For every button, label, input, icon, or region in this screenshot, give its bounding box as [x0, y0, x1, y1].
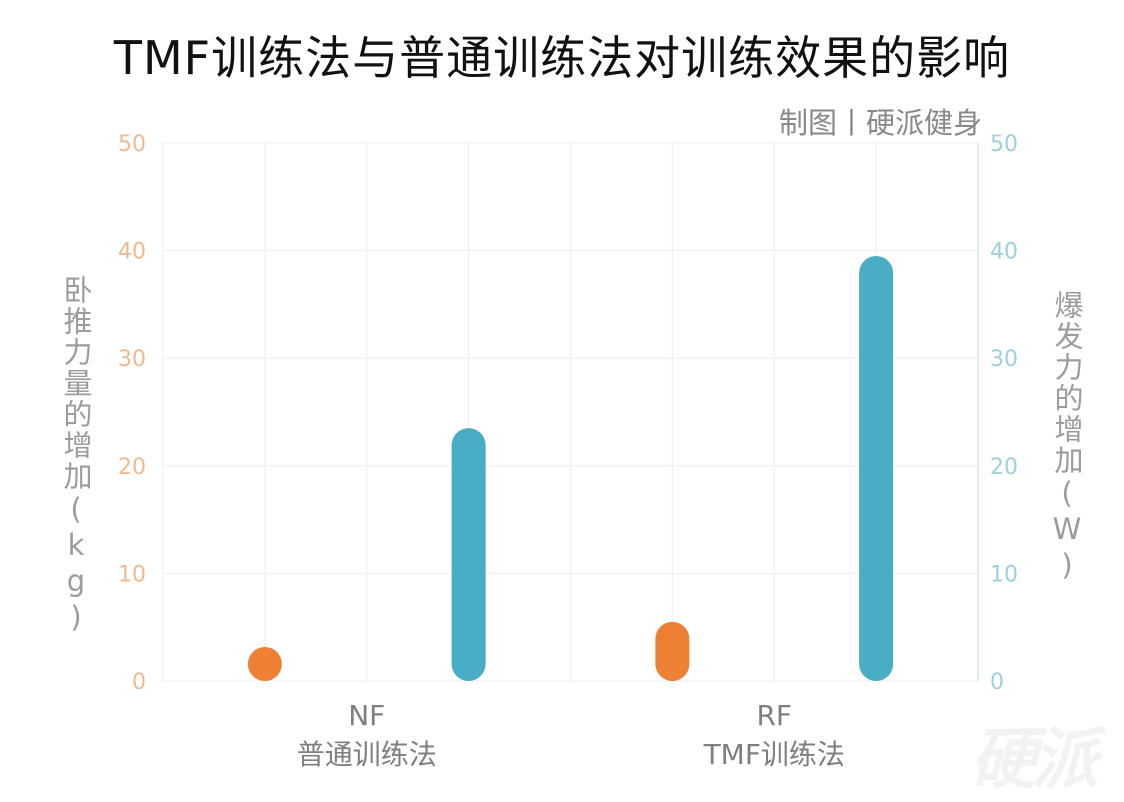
y-tick-right: 20 — [990, 455, 1018, 480]
y-tick-right: 30 — [990, 347, 1018, 372]
y-tick-right: 40 — [990, 240, 1018, 265]
y-axis-left-label: 卧推力量的增加(kg) — [59, 275, 93, 636]
bar-strength-nf — [247, 647, 282, 681]
bar-power-nf — [451, 428, 486, 681]
category-name: 普通训练法 — [297, 738, 437, 771]
chart-title: TMF训练法与普通训练法对训练效果的影响 — [113, 31, 1011, 85]
bar-power-rf — [859, 255, 894, 682]
y-tick-left: 40 — [118, 240, 146, 265]
watermark-logo: 硬派 — [970, 721, 1098, 798]
y-tick-right: 10 — [990, 562, 1018, 587]
y-tick-left: 10 — [118, 562, 146, 587]
y-axis-right-label: 爆发力的增加(W) — [1050, 290, 1084, 584]
y-tick-left: 30 — [118, 347, 146, 372]
y-tick-right: 0 — [990, 670, 1004, 695]
y-tick-left: 20 — [118, 455, 146, 480]
category-name: TMF训练法 — [703, 738, 845, 771]
category-code: NF — [348, 699, 385, 732]
y-tick-left: 50 — [118, 132, 146, 157]
category-code: RF — [756, 699, 792, 732]
bar-strength-rf — [655, 621, 690, 681]
chart-credit: 制图丨硬派健身 — [778, 106, 982, 140]
y-tick-left: 0 — [132, 670, 146, 695]
y-tick-right: 50 — [990, 132, 1018, 157]
